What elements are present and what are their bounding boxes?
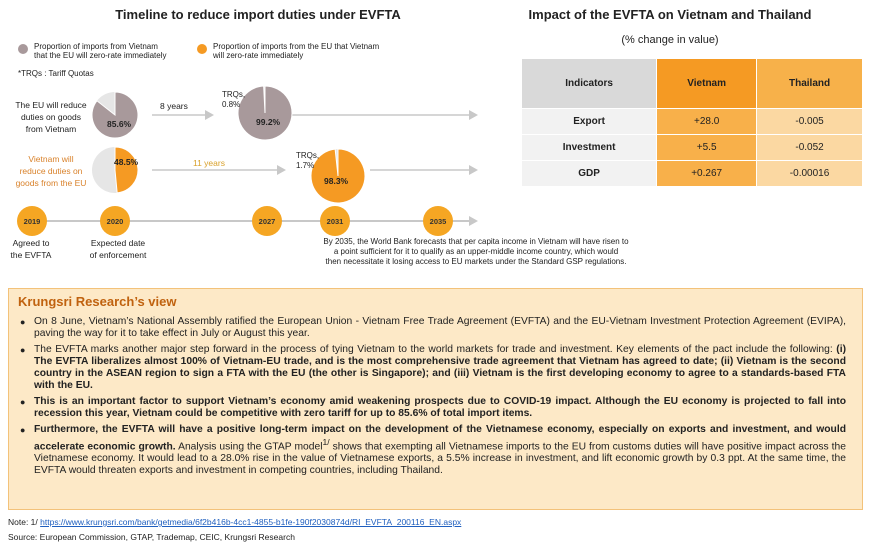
row1-trq-line: 0.8% xyxy=(222,100,241,109)
bullet-bold-text: Furthermore, the EVFTA will have a posit… xyxy=(34,424,846,453)
row-vietnam-value: +28.0 xyxy=(656,108,758,135)
row-thailand-value: -0.052 xyxy=(756,134,863,161)
row2-trq-line: TRQs, xyxy=(296,151,320,160)
forecast-line: By 2035, the World Bank forecasts that p… xyxy=(323,237,629,246)
row1-trq-line: TRQs, xyxy=(222,90,246,99)
timeline-arrow-head xyxy=(469,216,478,226)
row1-label-line: from Vietnam xyxy=(25,124,77,134)
footnote-link[interactable]: https://www.krungsri.com/bank/getmedia/6… xyxy=(40,517,462,527)
legend-marker-eu xyxy=(197,44,207,54)
bullet-bold-text: (i) The EVFTA liberalizes almost 100% of… xyxy=(34,344,846,391)
timeline-dot-2035: 2035 xyxy=(423,206,453,236)
source-note: Source: European Commission, GTAP, Trade… xyxy=(8,532,295,542)
header-vietnam: Vietnam xyxy=(656,58,758,109)
timeline-label-line: Agreed to xyxy=(12,238,50,248)
row-thailand-value: -0.005 xyxy=(756,108,863,135)
bullet-text: Analysis using the GTAP model xyxy=(175,441,323,453)
research-view-title: Krungsri Research’s view xyxy=(18,294,177,309)
row1-label: The EU will reduce duties on goods from … xyxy=(10,99,92,135)
bullet-bold-text: This is an important factor to support V… xyxy=(34,396,846,419)
timeline-dot-2027: 2027 xyxy=(252,206,282,236)
impact-subtitle: (% change in value) xyxy=(621,34,719,46)
legend-label-eu: Proportion of imports from the EU that V… xyxy=(213,42,379,60)
table-row: GDP +0.267 -0.00016 xyxy=(520,160,863,187)
row-vietnam-value: +0.267 xyxy=(656,160,758,187)
row1-label-line: duties on goods xyxy=(20,112,82,122)
legend-label-vietnam: Proportion of imports from Vietnam that … xyxy=(34,42,167,60)
row1-label-line: The EU will reduce xyxy=(15,100,87,110)
research-view-bullets: On 8 June, Vietnam’s National Assembly r… xyxy=(20,316,846,481)
row2-years: 11 years xyxy=(193,158,225,168)
row2-label-line: goods from the EU xyxy=(15,178,87,188)
row1-arrow-short-head xyxy=(205,110,214,120)
forecast-note: By 2035, the World Bank forecasts that p… xyxy=(296,237,656,267)
row1-trq: TRQs, 0.8% xyxy=(222,90,245,110)
row1-arrow-long-head xyxy=(469,110,478,120)
row2-arrow-short-head xyxy=(277,165,286,175)
legend-marker-vietnam xyxy=(18,44,28,54)
timeline-dot-2020: 2020 xyxy=(100,206,130,236)
timeline-dot-2019: 2019 xyxy=(17,206,47,236)
footnote-marker: 1/ xyxy=(322,437,330,447)
impact-title: Impact of the EVFTA on Vietnam and Thail… xyxy=(528,7,812,22)
timeline-graphic xyxy=(30,85,478,226)
timeline-label-line: the EVFTA xyxy=(10,250,52,260)
table-row: Investment +5.5 -0.052 xyxy=(520,134,863,161)
row2-label-line: Vietnam will xyxy=(28,154,74,164)
timeline-dot-2031: 2031 xyxy=(320,206,350,236)
timeline-title: Timeline to reduce import duties under E… xyxy=(115,7,401,22)
row-indicator: Export xyxy=(520,108,658,135)
row2-start-pct: 48.5% xyxy=(114,157,139,167)
bullet-text: On 8 June, Vietnam’s National Assembly r… xyxy=(34,316,846,339)
row-indicator: Investment xyxy=(520,134,658,161)
row1-start-pie-slice xyxy=(91,91,139,139)
legend-line: will zero-rate immediately xyxy=(213,51,304,60)
impact-table: Indicators Vietnam Thailand Export +28.0… xyxy=(520,58,863,187)
forecast-line: then necessitate it losing access to EU … xyxy=(325,257,627,266)
legend-line: that the EU will zero-rate immediately xyxy=(34,51,167,60)
legend-line: Proportion of imports from the EU that V… xyxy=(213,42,380,51)
bullet-text: shows that exempting all Vietnamese impo… xyxy=(34,441,846,477)
footnote-prefix: Note: 1/ xyxy=(8,517,41,527)
row1-start-pct: 85.6% xyxy=(107,119,132,129)
row2-trq-line: 1.7% xyxy=(296,161,315,170)
list-item: The EVFTA marks another major step forwa… xyxy=(20,344,846,392)
footnote: Note: 1/ https://www.krungsri.com/bank/g… xyxy=(8,517,461,527)
row2-start-pie-slice xyxy=(114,146,139,194)
trq-note: *TRQs : Tariff Quotas xyxy=(18,69,94,78)
table-header-row: Indicators Vietnam Thailand xyxy=(520,58,863,109)
row1-end-pct: 99.2% xyxy=(256,117,281,127)
row2-end-pie-slice xyxy=(310,148,366,204)
timeline-label-2020: Expected date of enforcement xyxy=(78,237,158,261)
bullet-text: The EVFTA marks another major step forwa… xyxy=(34,344,837,355)
row1-years: 8 years xyxy=(160,101,188,111)
row2-arrow-long-head xyxy=(469,165,478,175)
forecast-line: a point sufficient for it to qualify as … xyxy=(333,247,619,256)
timeline-label-line: Expected date xyxy=(90,238,146,248)
row-vietnam-value: +5.5 xyxy=(656,134,758,161)
row2-trq: TRQs, 1.7% xyxy=(296,151,319,171)
row-thailand-value: -0.00016 xyxy=(756,160,863,187)
timeline-label-line: of enforcement xyxy=(89,250,147,260)
row1-end-pie-slice xyxy=(237,85,293,141)
timeline-label-2019: Agreed to the EVFTA xyxy=(6,237,56,261)
legend-line: Proportion of imports from Vietnam xyxy=(34,42,158,51)
row-indicator: GDP xyxy=(520,160,658,187)
list-item: Furthermore, the EVFTA will have a posit… xyxy=(20,424,846,477)
header-indicators: Indicators xyxy=(520,58,658,109)
list-item: On 8 June, Vietnam’s National Assembly r… xyxy=(20,316,846,340)
row2-label: Vietnam will reduce duties on goods from… xyxy=(10,153,92,189)
header-thailand: Thailand xyxy=(756,58,863,109)
row2-label-line: reduce duties on xyxy=(19,166,83,176)
row2-end-pct: 98.3% xyxy=(324,176,349,186)
table-row: Export +28.0 -0.005 xyxy=(520,108,863,135)
list-item: This is an important factor to support V… xyxy=(20,396,846,420)
